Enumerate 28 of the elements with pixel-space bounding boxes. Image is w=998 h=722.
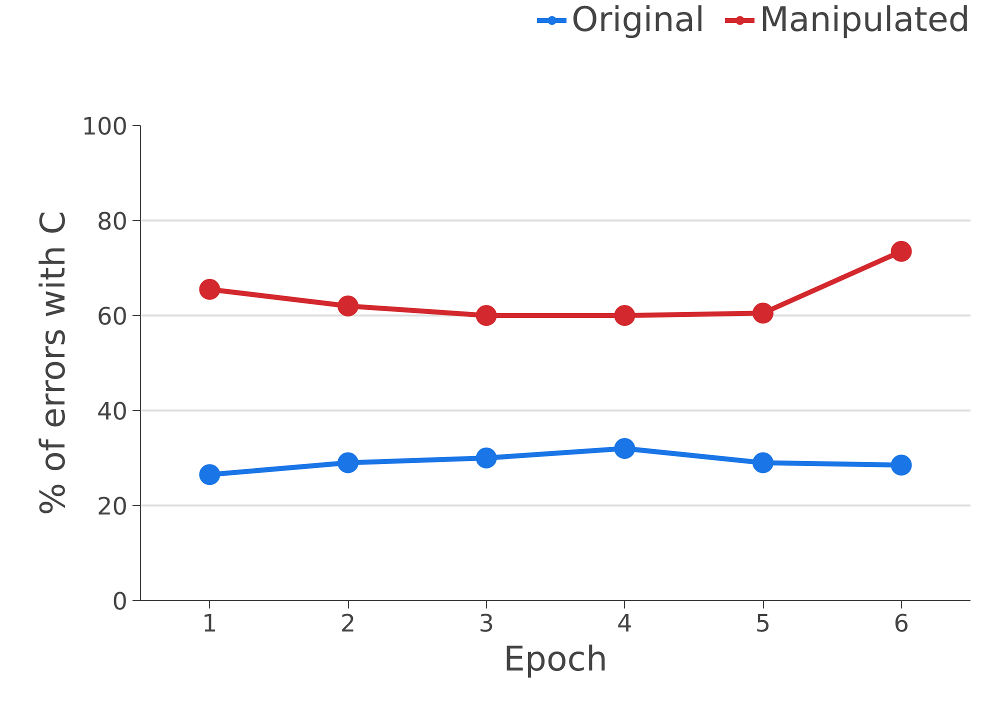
legend-label: Manipulated xyxy=(760,0,970,40)
point xyxy=(338,296,358,316)
point xyxy=(476,305,497,326)
y-tick-label: 80 xyxy=(96,208,128,236)
point xyxy=(752,452,774,474)
point xyxy=(199,278,220,300)
legend-label: Original xyxy=(572,0,705,40)
y-tick-label: 100 xyxy=(82,112,128,140)
y-tick-label: 0 xyxy=(112,588,128,616)
point xyxy=(752,302,774,324)
point xyxy=(614,305,636,326)
point xyxy=(476,448,497,468)
x-tick-label: 5 xyxy=(755,610,771,638)
point xyxy=(614,438,636,459)
x-tick-label: 6 xyxy=(894,610,909,638)
y-tick-label: 60 xyxy=(96,302,128,330)
y-axis-title: % of errors with C xyxy=(34,210,74,516)
x-axis-title: Epoch xyxy=(503,640,608,680)
x-tick-label: 3 xyxy=(478,610,494,638)
point xyxy=(890,454,912,476)
point xyxy=(338,452,358,474)
point xyxy=(890,240,912,262)
x-tick-label: 2 xyxy=(340,610,356,638)
y-tick-label: 20 xyxy=(96,492,128,520)
y-tick-label: 40 xyxy=(96,398,128,426)
x-tick-label: 1 xyxy=(202,610,218,638)
x-tick-label: 4 xyxy=(617,610,632,638)
point xyxy=(199,464,220,486)
